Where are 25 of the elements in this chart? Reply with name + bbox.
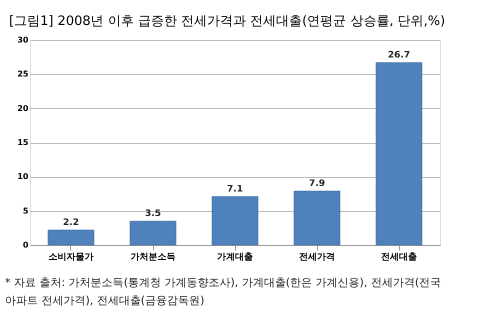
x-tick-label: 전세가격 — [299, 252, 335, 262]
chart-title: [그림1] 2008년 이후 급증한 전세가격과 전세대출(연평균 상승률, 단위,%) — [9, 14, 446, 29]
y-tick-label: 30 — [17, 36, 29, 44]
y-tick-label: 5 — [22, 206, 29, 216]
y-tick-label: 15 — [17, 138, 29, 147]
data-label: 3.5 — [145, 209, 161, 220]
data-label: 2.2 — [63, 218, 79, 228]
text: 아파트 전세가격), 전세대출(금융감독원) — [5, 294, 204, 307]
bar — [48, 230, 94, 246]
x-tick-label: 소비자물가 — [48, 252, 94, 262]
bar — [212, 196, 258, 246]
y-tick-label: 20 — [17, 104, 29, 113]
x-tick-label: 가계대출 — [217, 252, 253, 262]
y-tick-label: 10 — [17, 172, 29, 182]
x-tick-label: 전세대출 — [381, 252, 417, 262]
text: * 자료 출처: 가처분소득(통계청 가계동향조사), 가계대출(한은 가계신용), 전세가격(전국 — [5, 276, 442, 289]
bar — [376, 62, 422, 246]
data-label: 26.7 — [388, 50, 410, 61]
y-tick-label: 0 — [22, 240, 29, 250]
bar — [294, 190, 340, 246]
data-label: 7.1 — [227, 184, 243, 194]
data-label: 7.9 — [309, 179, 325, 190]
x-tick-label: 가처분소득 — [130, 252, 176, 262]
bar — [130, 220, 176, 246]
y-tick-label: 25 — [17, 70, 29, 79]
